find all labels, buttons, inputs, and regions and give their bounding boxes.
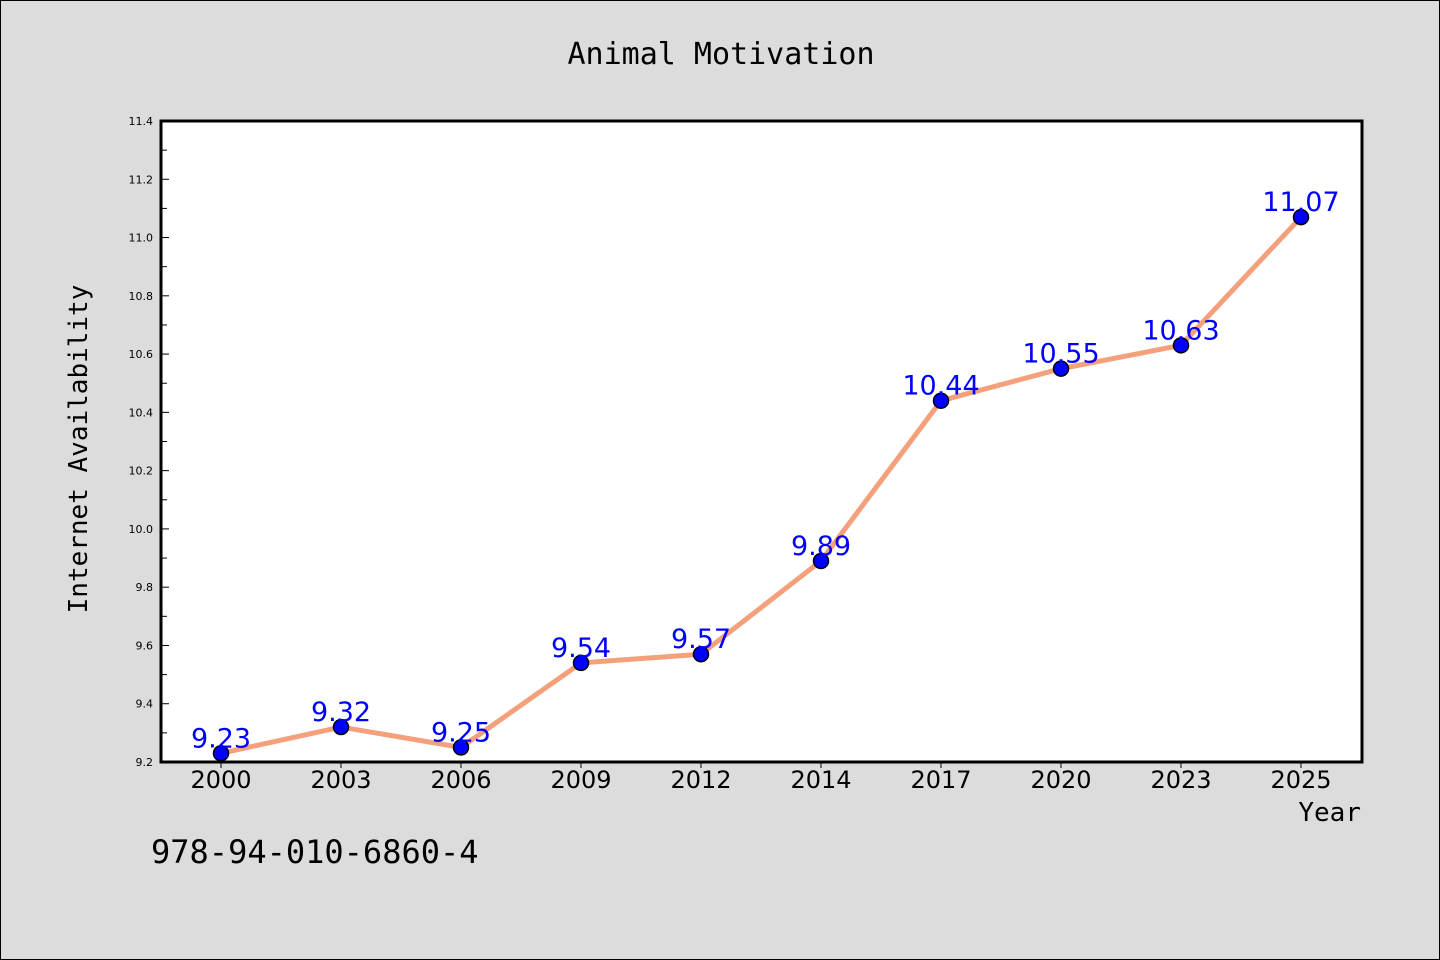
data-label: 9.23	[191, 723, 251, 754]
series-layer: 9.23 9.32 9.25 9.54 9.57 9.89 10.44 10.55 10.63 1…	[191, 187, 1340, 762]
data-label: 9.25	[431, 717, 491, 748]
x-tick-label: 2014	[790, 766, 851, 794]
y-tick-label: 10.0	[129, 523, 154, 536]
x-tick-label: 2009	[550, 766, 611, 794]
x-tick-label: 2020	[1030, 766, 1091, 794]
y-tick-label: 11.4	[129, 115, 154, 128]
data-label: 10.63	[1142, 315, 1219, 346]
x-axis-label: Year	[1298, 798, 1361, 828]
y-tick-label: 10.2	[129, 465, 154, 478]
data-point	[332, 718, 350, 736]
x-tick-label: 2023	[1150, 766, 1211, 794]
data-point	[812, 552, 830, 570]
data-label: 10.55	[1022, 339, 1099, 370]
y-tick-label: 9.8	[136, 581, 154, 594]
y-tick-label: 10.6	[129, 348, 154, 361]
data-label: 9.89	[791, 531, 851, 562]
series-line	[218, 214, 1304, 756]
chart-title: Animal Motivation	[567, 37, 874, 72]
y-tick-label: 9.6	[136, 639, 154, 652]
data-point	[1052, 360, 1070, 377]
y-axis-label: Internet Availability	[64, 285, 94, 614]
x-tick-label: 2000	[190, 766, 251, 794]
y-tick-label: 11.0	[129, 232, 154, 245]
isbn-code: 978-94-010-6860-4	[151, 833, 479, 871]
x-tick-label: 2003	[310, 766, 371, 794]
data-point	[452, 739, 470, 756]
y-tick-label: 10.4	[129, 406, 154, 419]
x-tick-label: 2017	[910, 766, 971, 794]
x-tick-label: 2006	[430, 766, 491, 794]
y-tick-label: 9.2	[136, 756, 154, 769]
x-axis: 2000 2003 2006 2009 2012 2014 2017 2020 2023 2025	[190, 762, 1332, 794]
data-point	[932, 392, 950, 409]
data-label: 11.07	[1262, 187, 1339, 218]
data-point	[692, 645, 710, 663]
data-label: 9.57	[671, 624, 731, 655]
data-point	[1292, 208, 1310, 226]
x-tick-label: 2012	[670, 766, 731, 794]
y-tick-label: 11.2	[129, 173, 154, 186]
data-label: 9.54	[551, 633, 611, 664]
x-tick-label: 2025	[1270, 766, 1331, 794]
plot-area	[159, 119, 1364, 764]
data-point	[1172, 337, 1190, 354]
y-axis: 9.2 9.4 9.6 9.8 10.0 10.2 10.4 10.6 10.8 11.0 11.2…	[129, 115, 169, 769]
y-tick-label: 10.8	[129, 290, 154, 303]
y-tick-label: 9.4	[136, 698, 154, 711]
data-point	[572, 654, 590, 672]
data-point	[212, 745, 230, 762]
data-label: 10.44	[902, 371, 979, 402]
data-label: 9.32	[311, 697, 371, 728]
